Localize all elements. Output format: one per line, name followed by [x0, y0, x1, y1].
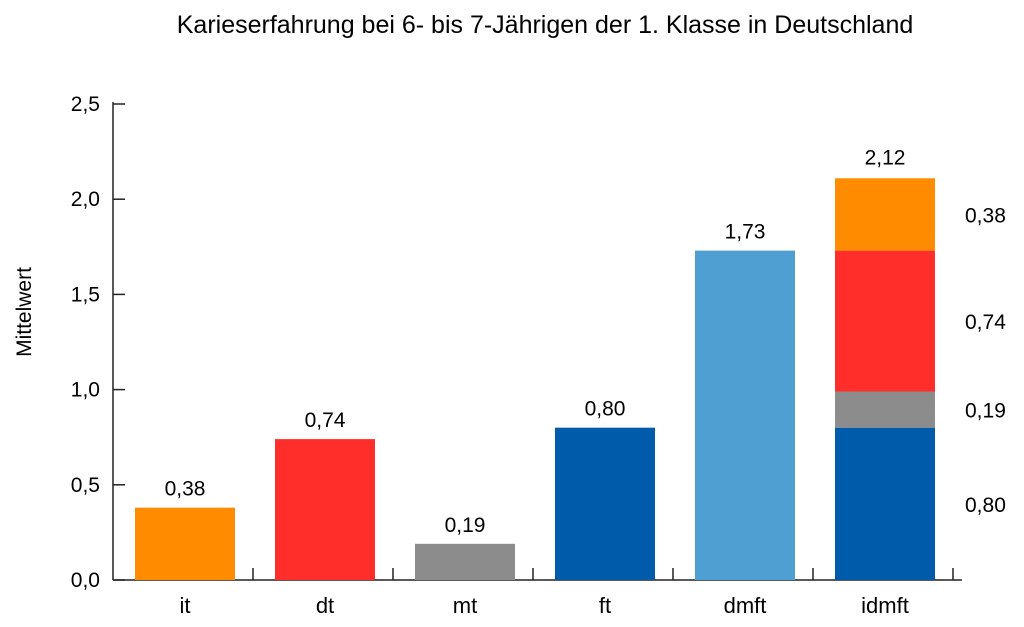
- segment-label: 0,74: [965, 311, 1006, 334]
- y-tick-label: 2,5: [71, 93, 100, 116]
- x-tick-label: ft: [599, 593, 611, 618]
- x-tick-label: dmft: [724, 593, 767, 618]
- data-label: 0,80: [585, 398, 626, 421]
- stacked-segment: [835, 427, 935, 580]
- data-label: 1,73: [725, 221, 766, 244]
- data-label: 0,19: [445, 514, 486, 537]
- x-tick-label: dt: [316, 593, 334, 618]
- labels: 0,38 0,74 0,19 0,80 1,73 0,80 0,19 0,74 0,38 2,12: [165, 146, 1007, 536]
- bar: [135, 507, 235, 580]
- y-axis-label: Mittelwert: [13, 267, 36, 357]
- segment-label: 0,19: [965, 400, 1006, 423]
- axes: 0,0 0,5 1,0 1,5 2,0 2,5 it dt mt ft dmft idmft: [71, 93, 962, 618]
- y-tick-label: 1,5: [71, 283, 100, 306]
- data-label: 0,74: [305, 409, 346, 432]
- segment-label: 0,80: [965, 494, 1006, 517]
- y-tick-label: 2,0: [71, 188, 100, 211]
- segment-label: 0,38: [965, 204, 1006, 227]
- stacked-segment: [835, 250, 935, 392]
- y-tick-label: 1,0: [71, 379, 100, 402]
- stacked-segment: [835, 391, 935, 428]
- data-label: 0,38: [165, 478, 206, 501]
- bar: [555, 427, 655, 580]
- x-tick-label: it: [180, 593, 191, 618]
- bar: [275, 439, 375, 580]
- total-label: 2,12: [865, 146, 906, 169]
- y-tick-label: 0,5: [71, 474, 100, 497]
- y-tick-label: 0,0: [71, 569, 100, 592]
- stacked-segment: [835, 178, 935, 251]
- chart-title: Karieserfahrung bei 6- bis 7-Jährigen de…: [177, 11, 914, 39]
- bar: [415, 543, 515, 580]
- x-tick-label: mt: [453, 593, 477, 618]
- bars: [135, 178, 935, 580]
- x-tick-label: idmft: [861, 593, 909, 618]
- bar: [695, 250, 795, 580]
